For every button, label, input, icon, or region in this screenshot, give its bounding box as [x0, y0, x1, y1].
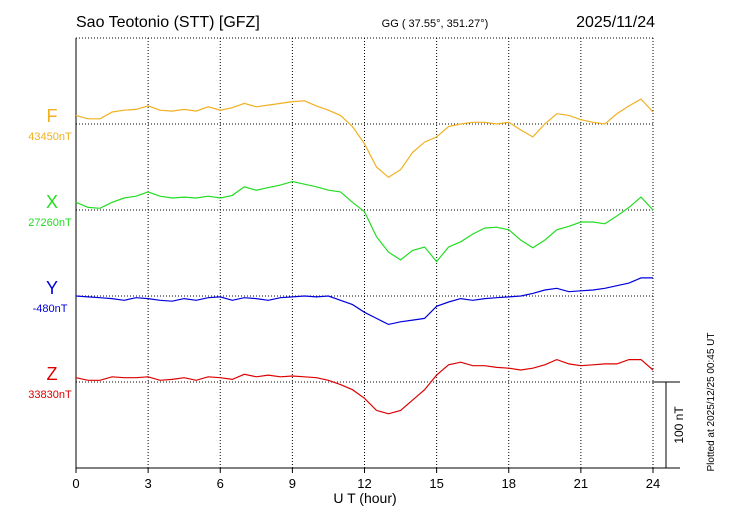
- x-tick-label: 3: [145, 476, 152, 491]
- chart-title: Sao Teotonio (STT) [GFZ]: [76, 14, 260, 31]
- baseline-label: 27260nT: [28, 217, 72, 229]
- series-name: Y: [46, 278, 58, 298]
- baseline-label: 43450nT: [28, 131, 72, 143]
- series-name: X: [46, 192, 58, 212]
- x-tick-label: 6: [217, 476, 224, 491]
- series-name: F: [47, 106, 58, 126]
- x-tick-label: 15: [429, 476, 443, 491]
- chart-date: 2025/11/24: [576, 14, 655, 31]
- baseline-label: -480nT: [33, 303, 68, 315]
- series-line: [75, 98, 654, 179]
- x-tick-label: 9: [289, 476, 296, 491]
- x-tick-label: 12: [357, 476, 371, 491]
- series-line: [75, 358, 654, 415]
- x-tick-label: 0: [72, 476, 79, 491]
- plotted-note: Plotted at 2025/12/25 00:45 UT: [706, 333, 717, 472]
- scale-bar-label: 100 nT: [672, 406, 686, 444]
- series-name: Z: [47, 364, 58, 384]
- x-tick-label: 21: [574, 476, 588, 491]
- x-tick-label: 24: [646, 476, 660, 491]
- series-line: [75, 277, 653, 326]
- series-line: [75, 180, 654, 263]
- chart-subtitle: GG ( 37.55°, 351.27°): [382, 18, 489, 30]
- x-axis-label: U T (hour): [333, 490, 396, 506]
- x-tick-label: 18: [502, 476, 516, 491]
- baseline-label: 33830nT: [28, 389, 72, 401]
